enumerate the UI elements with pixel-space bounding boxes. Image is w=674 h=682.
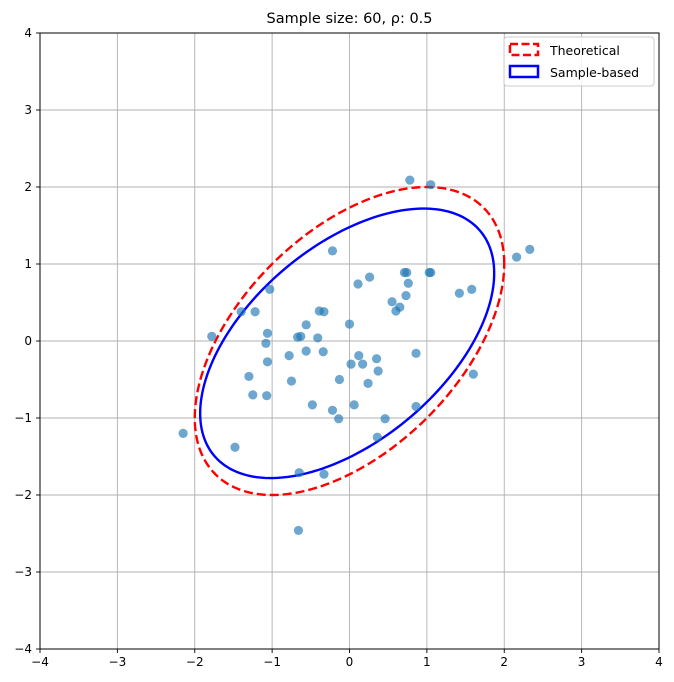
- data-point: [411, 348, 421, 358]
- legend-sample-label: Sample-based: [550, 65, 639, 80]
- data-point: [512, 252, 522, 262]
- data-point: [454, 288, 464, 298]
- data-point: [301, 346, 311, 356]
- data-point: [307, 400, 317, 410]
- x-tick-label: −3: [109, 655, 127, 669]
- data-point: [327, 405, 338, 415]
- data-point: [318, 347, 328, 357]
- x-tick-label: −2: [186, 655, 204, 669]
- data-points: [178, 175, 535, 536]
- data-point: [319, 469, 329, 479]
- data-point: [207, 331, 217, 341]
- data-point: [265, 284, 275, 295]
- data-point: [262, 391, 272, 401]
- y-tick-label: 4: [24, 26, 32, 40]
- data-point: [261, 338, 271, 348]
- data-point: [373, 366, 383, 376]
- data-point: [346, 359, 356, 369]
- data-point: [358, 359, 368, 369]
- data-point: [313, 333, 323, 343]
- legend-theoretical-swatch: [508, 42, 540, 57]
- x-tick-label: 3: [578, 655, 586, 669]
- sample-based-ellipse: [198, 207, 496, 480]
- data-point: [405, 175, 415, 185]
- data-point: [327, 246, 338, 256]
- data-point: [284, 351, 294, 361]
- y-tick-label: 0: [24, 334, 32, 348]
- data-point: [402, 267, 412, 278]
- data-point: [349, 400, 359, 410]
- x-tick-label: 1: [423, 655, 431, 669]
- data-point: [334, 414, 344, 424]
- data-point: [319, 307, 329, 317]
- chart-title: Sample size: 60, ρ: 0.5: [266, 11, 432, 27]
- data-point: [403, 278, 413, 288]
- data-point: [426, 180, 436, 190]
- data-point: [301, 320, 311, 330]
- data-point: [468, 369, 478, 379]
- data-point: [250, 307, 260, 317]
- legend-box: [503, 36, 655, 87]
- data-point: [371, 354, 382, 364]
- data-point: [380, 414, 390, 424]
- data-point: [467, 284, 477, 295]
- y-tick-label: 1: [24, 257, 32, 271]
- data-point: [334, 374, 345, 385]
- y-tick-label: 2: [24, 180, 32, 194]
- legend-theoretical-label: Theoretical: [549, 43, 620, 58]
- data-point: [365, 272, 375, 282]
- data-point: [411, 401, 421, 412]
- grid: [39, 32, 660, 650]
- x-tick-label: 0: [346, 655, 354, 669]
- data-point: [293, 525, 304, 536]
- data-point: [426, 267, 436, 278]
- data-point: [248, 390, 258, 400]
- data-point: [353, 279, 363, 289]
- data-point: [236, 307, 246, 317]
- x-tick-label: −4: [31, 655, 49, 669]
- data-point: [244, 371, 254, 382]
- data-point: [354, 351, 364, 361]
- data-point: [387, 297, 397, 307]
- y-tick-label: −2: [14, 488, 32, 502]
- legend: Theoretical Sample-based: [503, 36, 655, 87]
- data-point: [372, 432, 382, 442]
- x-tick-label: 4: [655, 655, 663, 669]
- data-point: [294, 468, 304, 478]
- y-tick-label: −3: [14, 565, 32, 579]
- data-point: [262, 328, 273, 338]
- data-point: [262, 357, 273, 367]
- data-point: [178, 428, 188, 438]
- axis-ticks: −4 −3 −2 −1 0 1 2 3 4 −4 −3 −2 −1 0 1 2 3 4: [14, 26, 663, 669]
- data-point: [344, 319, 355, 329]
- x-tick-label: 2: [500, 655, 508, 669]
- data-point: [230, 442, 240, 452]
- data-point: [363, 378, 373, 388]
- legend-sample-swatch: [508, 64, 540, 79]
- data-point: [296, 331, 306, 341]
- x-tick-label: −1: [263, 655, 281, 669]
- data-point: [286, 376, 297, 386]
- data-point: [391, 306, 401, 316]
- y-tick-label: 3: [24, 103, 32, 117]
- data-point: [525, 244, 535, 254]
- data-point: [401, 290, 411, 301]
- y-tick-label: −1: [14, 411, 32, 425]
- y-tick-label: −4: [14, 642, 32, 656]
